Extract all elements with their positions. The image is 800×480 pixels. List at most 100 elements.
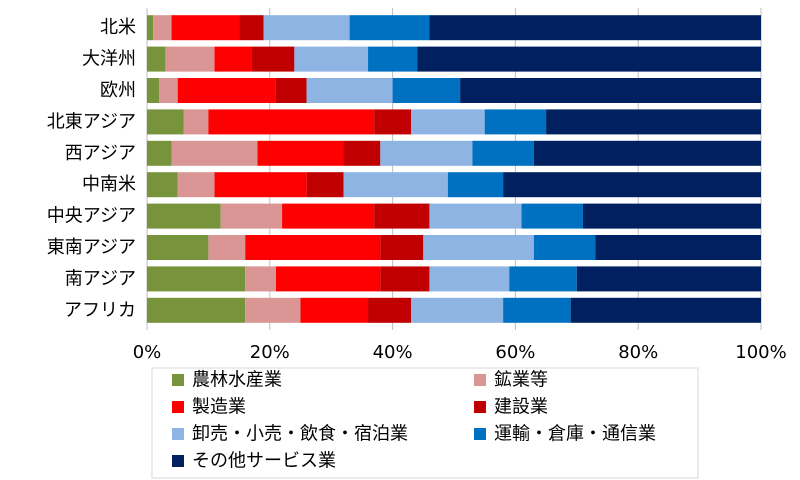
bar-segment-5-3	[306, 172, 344, 198]
bar-segment-6-3	[374, 203, 430, 229]
bar-segment-6-1	[220, 203, 283, 229]
bar-segment-5-6	[503, 172, 761, 198]
bar-segment-0-6	[429, 15, 761, 41]
bar-segment-6-6	[582, 203, 761, 229]
legend-box	[151, 367, 699, 479]
x-axis-ticks: 0% 20% 40% 60% 80% 100%	[133, 342, 787, 363]
category-label-7: 東南アジア	[47, 237, 136, 258]
bar-segment-8-3	[380, 266, 430, 292]
bar-segment-8-5	[509, 266, 577, 292]
bar-segment-4-0	[147, 140, 172, 166]
legend-label-3: 建設業	[494, 397, 548, 418]
bar-segment-9-3	[368, 297, 412, 323]
bar-segment-7-3	[380, 235, 424, 260]
bar-segment-4-6	[533, 140, 761, 166]
bar-segment-5-1	[177, 172, 215, 198]
category-label-2: 欧州	[100, 80, 136, 101]
bar-segment-7-0	[147, 235, 209, 260]
bar-segment-1-2	[214, 46, 252, 72]
bar-segment-8-6	[576, 266, 761, 292]
bar-segment-9-0	[147, 297, 246, 323]
legend-swatch-6	[172, 455, 184, 467]
bar-segment-2-3	[275, 78, 307, 103]
category-label-5: 中南米	[82, 174, 136, 195]
bar-segment-0-5	[349, 15, 430, 41]
legend-label-4: 卸売・小売・飲食・宿泊業	[192, 424, 408, 445]
legend-swatch-3	[474, 401, 486, 413]
bar-segment-4-1	[171, 140, 258, 166]
bar-segment-3-5	[484, 109, 547, 135]
bar-segment-7-5	[533, 235, 596, 260]
bar-segment-9-2	[300, 297, 369, 323]
bar-segment-0-2	[171, 15, 240, 41]
bar-segment-8-4	[429, 266, 510, 292]
legend-swatch-0	[172, 374, 184, 386]
bar-segment-0-0	[147, 15, 154, 41]
category-label-1: 大洋州	[82, 49, 136, 70]
bars	[147, 15, 761, 323]
bar-segment-1-6	[417, 46, 761, 72]
bar-segment-6-5	[521, 203, 583, 229]
bar-segment-2-6	[460, 78, 761, 103]
legend-swatch-1	[474, 374, 486, 386]
x-tick-label-0: 0%	[133, 342, 162, 363]
bar-segment-8-2	[275, 266, 381, 292]
bar-segment-4-5	[472, 140, 534, 166]
bar-segment-1-0	[147, 46, 166, 72]
bar-segment-7-2	[245, 235, 381, 260]
category-label-6: 中央アジア	[47, 206, 136, 227]
bar-segment-3-6	[546, 109, 761, 135]
bar-segment-3-1	[183, 109, 209, 135]
bar-segment-1-1	[165, 46, 215, 72]
x-tick-label-5: 100%	[735, 342, 786, 363]
bar-segment-4-4	[380, 140, 473, 166]
category-label-3: 北東アジア	[47, 111, 136, 132]
bar-segment-6-0	[147, 203, 221, 229]
bar-segment-1-4	[294, 46, 369, 72]
bar-segment-2-0	[147, 78, 160, 103]
bar-segment-5-2	[214, 172, 307, 198]
legend-label-6: その他サービス業	[192, 451, 336, 472]
legend-swatch-5	[474, 428, 486, 440]
bar-segment-0-1	[153, 15, 172, 41]
bar-segment-4-3	[343, 140, 381, 166]
bar-segment-9-4	[411, 297, 504, 323]
bar-segment-0-4	[263, 15, 350, 41]
bar-segment-4-2	[257, 140, 344, 166]
bar-segment-2-5	[392, 78, 461, 103]
legend-label-1: 鉱業等	[494, 370, 548, 391]
bar-segment-1-3	[251, 46, 295, 72]
bar-segment-3-0	[147, 109, 184, 135]
bar-segment-7-1	[208, 235, 246, 260]
bar-segment-2-1	[159, 78, 178, 103]
bar-segment-3-4	[411, 109, 485, 135]
legend-swatch-4	[172, 428, 184, 440]
bar-segment-9-5	[503, 297, 571, 323]
bar-segment-5-5	[447, 172, 504, 198]
bar-segment-7-4	[423, 235, 534, 260]
legend-swatch-2	[172, 401, 184, 413]
category-label-8: 南アジア	[65, 268, 136, 289]
bar-segment-8-1	[245, 266, 276, 292]
legend-label-0: 農林水産業	[192, 370, 282, 391]
bar-segment-2-4	[306, 78, 393, 103]
legend-label-5: 運輸・倉庫・通信業	[494, 424, 656, 445]
bar-segment-5-0	[147, 172, 178, 198]
legend-label-2: 製造業	[192, 397, 246, 418]
bar-segment-6-2	[282, 203, 375, 229]
x-tick-label-4: 80%	[618, 342, 658, 363]
bar-segment-9-1	[245, 297, 301, 323]
category-label-4: 西アジア	[65, 143, 136, 164]
bar-segment-1-5	[368, 46, 418, 72]
bar-segment-6-4	[429, 203, 522, 229]
bar-segment-3-2	[208, 109, 375, 135]
bar-segment-8-0	[147, 266, 246, 292]
x-tick-label-1: 20%	[250, 342, 290, 363]
bar-segment-3-3	[374, 109, 412, 135]
bar-segment-0-3	[239, 15, 264, 41]
category-label-9: アフリカ	[64, 300, 136, 321]
